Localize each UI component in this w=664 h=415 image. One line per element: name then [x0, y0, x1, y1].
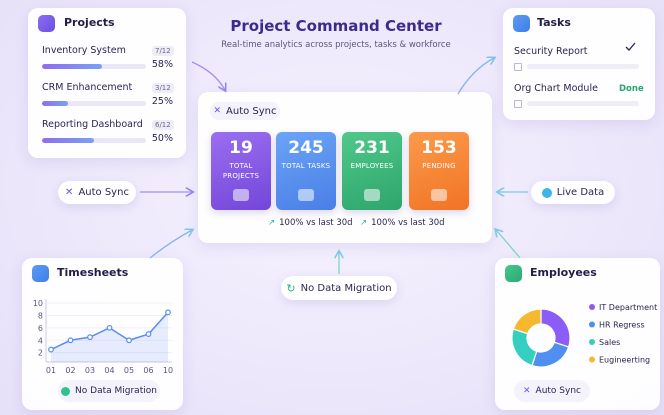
sync-icon: ✕ [213, 106, 222, 116]
project-count: 6/12 [152, 120, 174, 130]
stat-label: TOTAL TASKS [281, 162, 331, 170]
stat-value: 19 [229, 138, 253, 158]
task-name: Security Report [514, 46, 588, 57]
badge-icon [61, 386, 71, 396]
arrow [191, 61, 225, 90]
projects-card: Projects Inventory System 7/12 58% CRM Enha… [28, 8, 186, 158]
trend-text: 100% vs last 30d [371, 218, 445, 228]
progress-bar [42, 64, 103, 69]
card-title: Employees [530, 266, 597, 279]
card-badge: ✕ Auto Sync [514, 380, 590, 402]
badge-text: Auto Sync [226, 105, 277, 117]
employees-icon [505, 265, 522, 282]
connector-pill: ↻ No Data Migration [281, 276, 397, 300]
tasks-card: Tasks Security Report Org Chart Module Don… [503, 8, 655, 120]
sync-icon: ✕ [523, 386, 531, 396]
stat-icon [431, 189, 447, 201]
trend-icon: ↗ [360, 218, 368, 228]
tasks-icon [513, 15, 530, 32]
pill-text: Live Data [556, 187, 605, 198]
stat-value: 153 [421, 138, 457, 158]
project-name: CRM Enhancement [42, 82, 133, 93]
stat-label: EMPLOYEES [350, 162, 394, 170]
project-percent: 50% [151, 133, 173, 144]
progress-bar [42, 101, 68, 106]
timesheets-icon [32, 265, 49, 282]
task-icon [514, 63, 522, 71]
card-title: Tasks [537, 16, 571, 29]
sync-icon: ✕ [65, 187, 74, 198]
stat-value: 231 [354, 138, 390, 158]
progress-track [42, 64, 146, 69]
badge-text: No Data Migration [75, 386, 157, 396]
project-percent: 58% [151, 59, 173, 70]
project-percent: 25% [151, 96, 173, 107]
stat-tile: 153 PENDING [409, 132, 469, 210]
project-count: 3/12 [152, 83, 174, 93]
page-title: Project Command Center [230, 17, 442, 35]
connector-pill: ✕ Auto Sync [58, 181, 136, 204]
connector-pill: Live Data [531, 181, 615, 204]
task-placeholder [527, 64, 639, 69]
card-title: Projects [64, 16, 115, 29]
timesheets-card: Timesheets No Data Migration [22, 258, 183, 410]
progress-track [42, 101, 146, 106]
live-icon [541, 187, 552, 198]
project-name: Reporting Dashboard [42, 119, 143, 130]
task-name: Org Chart Module [514, 83, 598, 94]
trend-icon: ↗ [268, 218, 276, 228]
arrow [496, 230, 521, 259]
employees-card: Employees ✕ Auto Sync [495, 258, 660, 410]
card-title: Timesheets [57, 266, 129, 279]
badge-text: Auto Sync [535, 386, 581, 396]
page-subtitle: Real-time analytics across projects, tas… [221, 40, 451, 50]
projects-icon [38, 15, 55, 32]
refresh-icon: ↻ [286, 281, 296, 295]
stat-tile: 245 TOTAL TASKS [276, 132, 336, 210]
sync-badge: ✕ Auto Sync [210, 102, 280, 120]
stat-tile: 19 TOTAL PROJECTS [211, 132, 271, 210]
arrow [457, 58, 494, 95]
trend: ↗ 100% vs last 30d [360, 218, 445, 228]
task-icon [514, 100, 522, 108]
stat-icon [233, 189, 249, 201]
pill-text: No Data Migration [300, 282, 392, 294]
trend: ↗ 100% vs last 30d [268, 218, 353, 228]
project-count: 7/12 [152, 46, 174, 56]
card-badge: No Data Migration [58, 380, 160, 402]
stat-icon [298, 189, 314, 201]
trend-text: 100% vs last 30d [279, 218, 353, 228]
stat-label: TOTAL PROJECTS [222, 162, 260, 180]
stat-value: 245 [288, 138, 324, 158]
stat-tile: 231 EMPLOYEES [342, 132, 402, 210]
task-placeholder [527, 101, 639, 106]
task-status: Done [619, 84, 644, 94]
pill-text: Auto Sync [78, 187, 129, 198]
stat-label: PENDING [422, 162, 456, 170]
progress-bar [42, 138, 94, 143]
progress-track [42, 138, 146, 143]
project-name: Inventory System [42, 45, 126, 56]
arrow [149, 230, 192, 259]
stat-icon [364, 189, 380, 201]
